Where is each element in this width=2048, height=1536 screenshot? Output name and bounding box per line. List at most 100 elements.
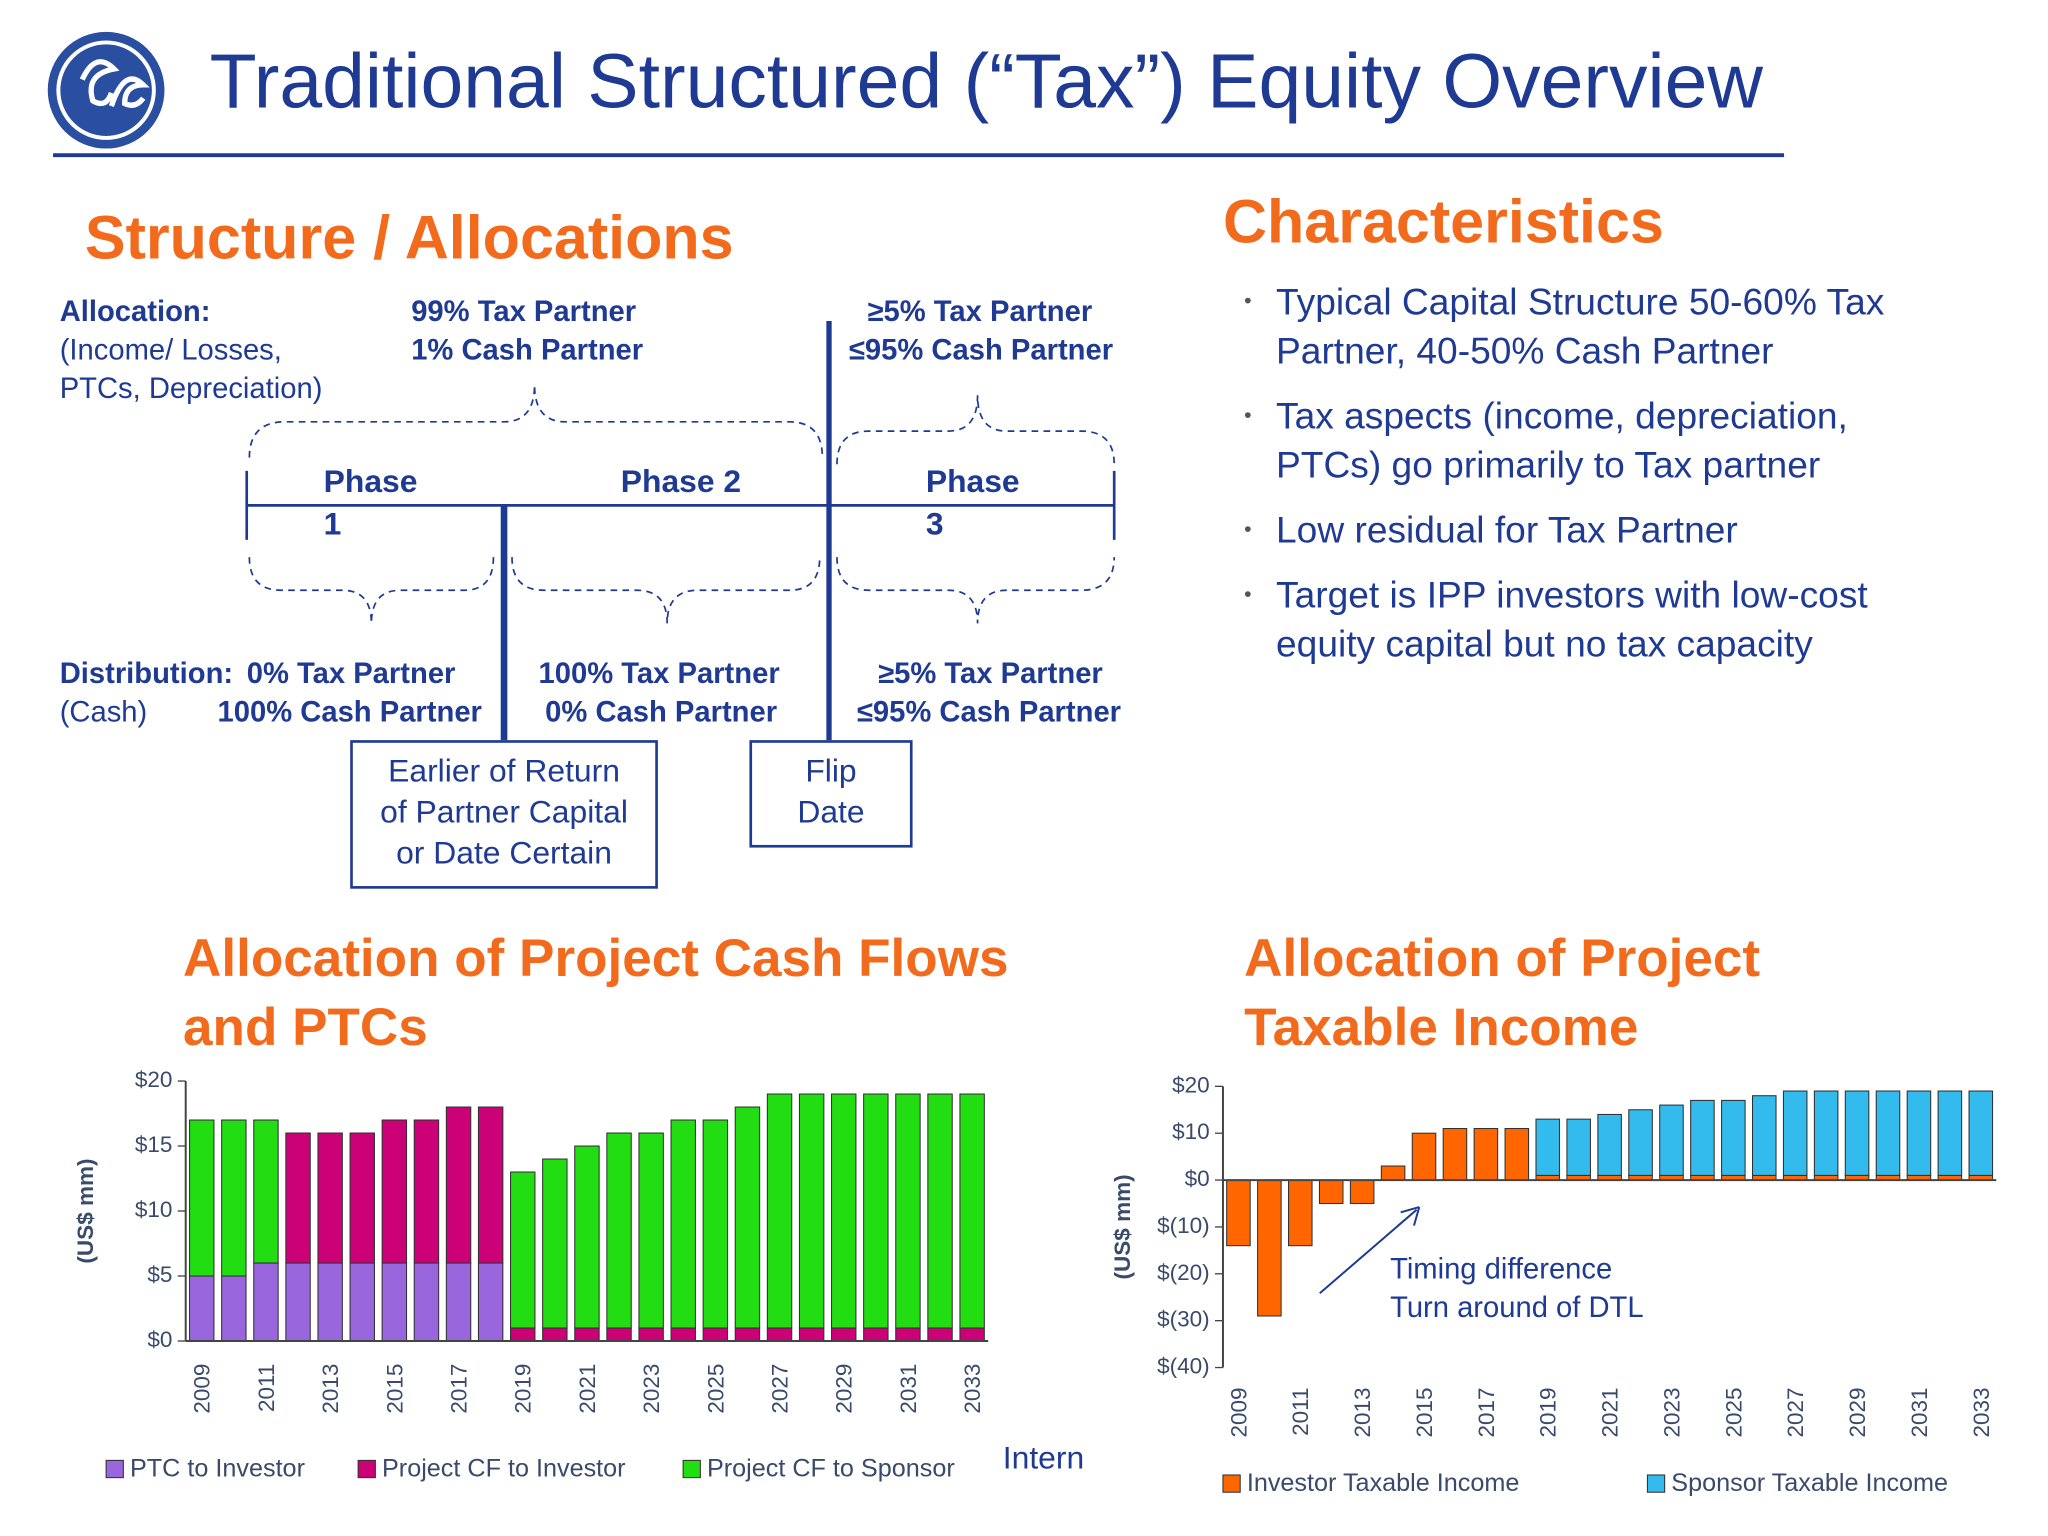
y-tick-label: $10 xyxy=(1172,1119,1210,1144)
bar xyxy=(1226,1179,1251,1247)
x-tick-label: 2009 xyxy=(190,1364,215,1414)
x-tick-label: 2023 xyxy=(1659,1387,1684,1437)
legend-label: Project CF to Sponsor xyxy=(707,1454,955,1482)
milestone: Earlier of Return of Partner Capital or … xyxy=(380,753,628,872)
allocation: 1% Cash Partner xyxy=(411,332,644,367)
x-tick-label: 2011 xyxy=(1288,1387,1313,1435)
bar xyxy=(1349,1179,1375,1205)
legend-swatch xyxy=(1222,1474,1241,1493)
x-tick-label: 2013 xyxy=(318,1364,343,1414)
phase: Phase 2 xyxy=(620,464,742,501)
bar xyxy=(574,1145,600,1329)
bar xyxy=(1690,1099,1715,1176)
bar xyxy=(510,1171,536,1329)
y-tick-label: $0 xyxy=(1185,1166,1210,1191)
bar xyxy=(381,1262,408,1342)
bar xyxy=(702,1119,729,1329)
annotation-arrow xyxy=(1319,1208,1418,1295)
distribution: ≥5% Tax Partner xyxy=(878,656,1103,690)
bar xyxy=(189,1275,215,1342)
bar xyxy=(510,1327,536,1342)
bullet: Tax aspects (income, depreciation, PTCs)… xyxy=(1226,391,1942,489)
bar xyxy=(317,1262,343,1342)
phase: Phase 3 xyxy=(925,464,1020,543)
allocation: ≥5% Tax Partner xyxy=(867,294,1093,328)
milestone-box: Flip Date xyxy=(749,740,913,848)
bar xyxy=(1318,1179,1344,1205)
bar xyxy=(670,1327,696,1342)
x-tick-label: 2027 xyxy=(767,1364,792,1414)
bar xyxy=(1659,1104,1684,1176)
y-tick-label: $(30) xyxy=(1157,1307,1210,1332)
bar xyxy=(1597,1113,1622,1176)
y-tick-label: $20 xyxy=(1172,1072,1210,1097)
logo xyxy=(47,31,165,149)
bar xyxy=(1844,1090,1870,1176)
bar xyxy=(542,1327,568,1342)
y-axis-label: (US$ mm) xyxy=(73,1158,98,1263)
bar xyxy=(863,1093,889,1329)
bar xyxy=(1566,1118,1591,1176)
annotation-arrowhead xyxy=(1400,1206,1421,1226)
bar xyxy=(542,1158,568,1329)
bar xyxy=(221,1275,247,1342)
y-tick-label: $(20) xyxy=(1157,1260,1210,1285)
distribution: 100% Tax Partner xyxy=(538,656,780,690)
bullet-list: Typical Capital Structure 50-60% Tax Par… xyxy=(1226,277,1942,684)
bar xyxy=(734,1106,761,1329)
x-tick-label: 2033 xyxy=(1969,1387,1994,1437)
bar xyxy=(1751,1095,1777,1176)
bar xyxy=(831,1093,857,1329)
bar xyxy=(381,1119,408,1264)
bar xyxy=(1721,1099,1746,1176)
bar xyxy=(606,1132,632,1329)
page-title: Traditional Structured (“Tax”) Equity Ov… xyxy=(209,38,1763,125)
x-tick-label: 2013 xyxy=(1350,1387,1375,1437)
bar xyxy=(445,1262,472,1342)
x-tick-label: 2017 xyxy=(447,1364,472,1414)
milestone: Flip Date xyxy=(797,753,865,831)
x-tick-label: 2025 xyxy=(703,1364,728,1414)
y-tick-label: $(40) xyxy=(1157,1353,1210,1378)
y-tick-label: $0 xyxy=(147,1327,172,1352)
distribution: 0% Tax Partner xyxy=(246,656,456,690)
bar xyxy=(959,1093,985,1329)
bar xyxy=(959,1327,985,1342)
bar xyxy=(895,1327,921,1342)
legend-label: Sponsor Taxable Income xyxy=(1671,1469,1948,1497)
bar xyxy=(1535,1118,1561,1176)
legend-label: Project CF to Investor xyxy=(382,1454,626,1482)
bar xyxy=(798,1327,825,1342)
chart-title: Allocation of Project Taxable Income xyxy=(1244,929,1761,1058)
chart-title: Allocation of Project Cash Flows and PTC… xyxy=(183,929,1009,1058)
legend-swatch xyxy=(1646,1474,1666,1493)
x-tick-label: 2017 xyxy=(1474,1387,1499,1437)
bar xyxy=(1257,1179,1282,1317)
x-tick-label: 2029 xyxy=(832,1364,857,1414)
bar xyxy=(477,1106,504,1264)
bar xyxy=(831,1327,857,1342)
bar xyxy=(221,1119,247,1277)
x-tick-label: 2025 xyxy=(1721,1387,1746,1437)
bar xyxy=(349,1132,375,1264)
x-tick-label: 2015 xyxy=(1412,1387,1437,1437)
bar xyxy=(670,1119,696,1329)
bullet: Target is IPP investors with low-cost eq… xyxy=(1226,570,1942,668)
legend-label: Investor Taxable Income xyxy=(1247,1469,1520,1497)
distribution-label: Distribution: xyxy=(59,656,234,690)
allocation-label: Allocation: xyxy=(59,294,211,328)
x-tick-label: 2023 xyxy=(639,1364,664,1414)
bar xyxy=(1906,1090,1932,1176)
bullet: Typical Capital Structure 50-60% Tax Par… xyxy=(1226,277,1942,375)
x-tick-label: 2011 xyxy=(254,1364,279,1412)
bar xyxy=(927,1327,953,1342)
legend-swatch xyxy=(357,1459,376,1479)
bar xyxy=(863,1327,889,1342)
bar xyxy=(702,1327,729,1342)
legend-label: PTC to Investor xyxy=(130,1454,305,1482)
y-tick-label: $5 xyxy=(147,1262,172,1287)
bar xyxy=(638,1132,664,1329)
bar xyxy=(895,1093,921,1329)
bar xyxy=(606,1327,632,1342)
